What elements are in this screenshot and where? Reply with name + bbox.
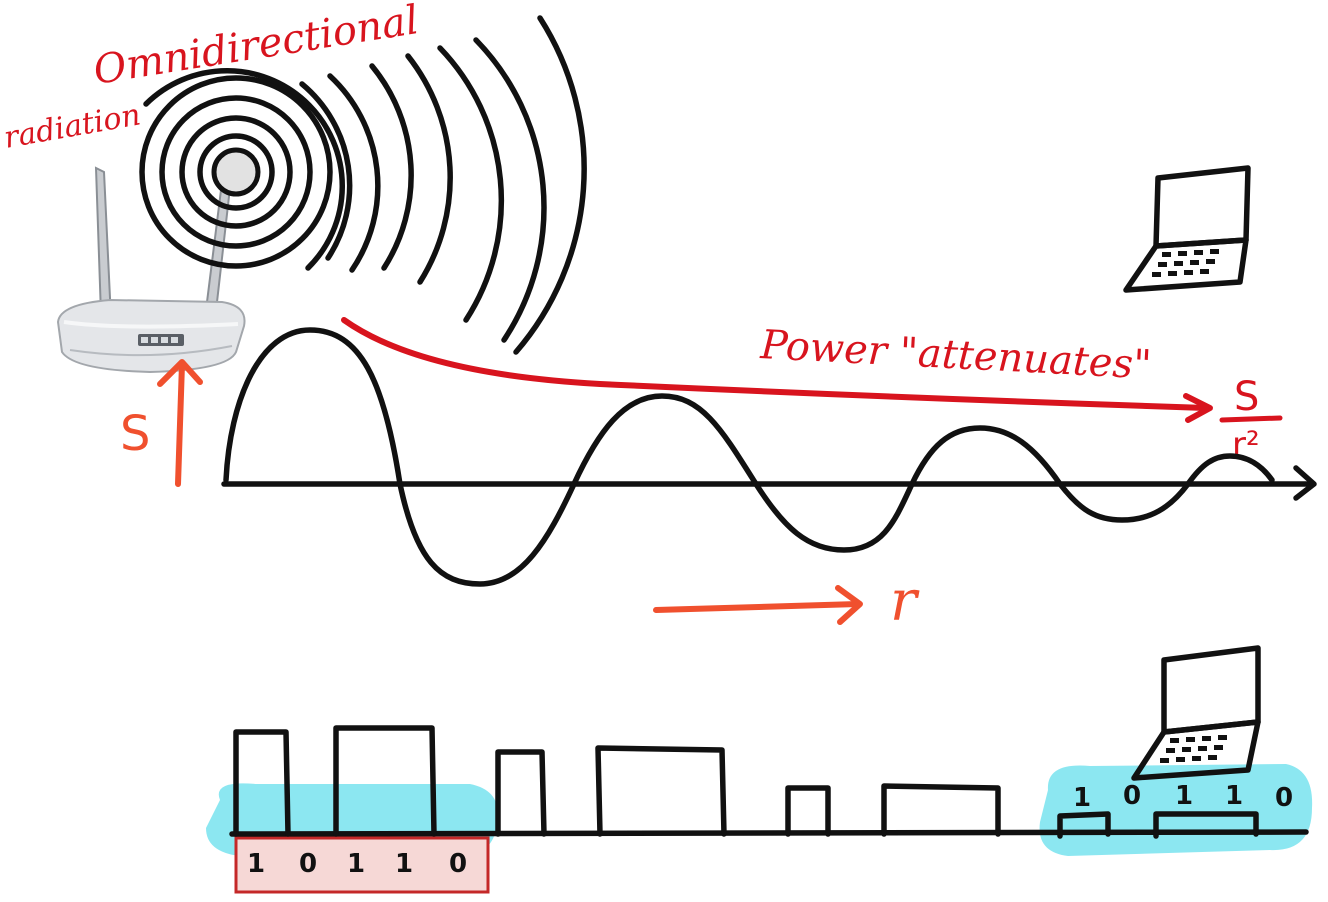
sender-bit: 1 <box>247 849 265 879</box>
receiver-bit: 0 <box>1123 781 1141 811</box>
sender-bit: 0 <box>449 849 467 879</box>
sender-bit: 1 <box>395 849 413 879</box>
attenuation-arrowhead <box>1183 393 1213 423</box>
sender-bits: 1 0 1 1 0 <box>247 849 467 879</box>
receiver-bit: 1 <box>1175 781 1193 811</box>
laptop-icon <box>1123 165 1251 293</box>
receiver-bit: 0 <box>1275 783 1293 813</box>
receiver-bit: 1 <box>1225 781 1243 811</box>
amplitude-arrow <box>175 361 185 487</box>
sender-bit-box <box>234 836 490 894</box>
radiation-waves <box>139 15 587 355</box>
laptop-icon <box>1131 645 1261 781</box>
sender-bit: 0 <box>299 849 317 879</box>
distance-arrowhead <box>835 585 863 625</box>
formula-fraction-bar <box>1219 415 1283 423</box>
decaying-signal-wave <box>223 327 1275 587</box>
amplitude-arrowhead <box>157 359 203 387</box>
router-icon <box>56 164 246 374</box>
power-attenuates-label: Power "attenuates" <box>758 322 1152 388</box>
bitstream-axis <box>229 829 1309 837</box>
signal-symbol-label: S <box>120 406 150 462</box>
attenuation-arrow <box>341 317 1209 411</box>
sender-bit: 1 <box>347 849 365 879</box>
radiation-label: radiation <box>1 97 143 155</box>
receiver-bit: 1 <box>1073 783 1091 813</box>
receiver-bits: 1 0 1 1 0 <box>1073 781 1293 813</box>
distance-symbol-label: r <box>890 569 920 634</box>
bitstream-pulses <box>233 725 1259 839</box>
distance-axis-arrowhead <box>1293 465 1317 501</box>
formula-numerator: S <box>1234 374 1259 420</box>
distance-arrow <box>653 601 861 613</box>
